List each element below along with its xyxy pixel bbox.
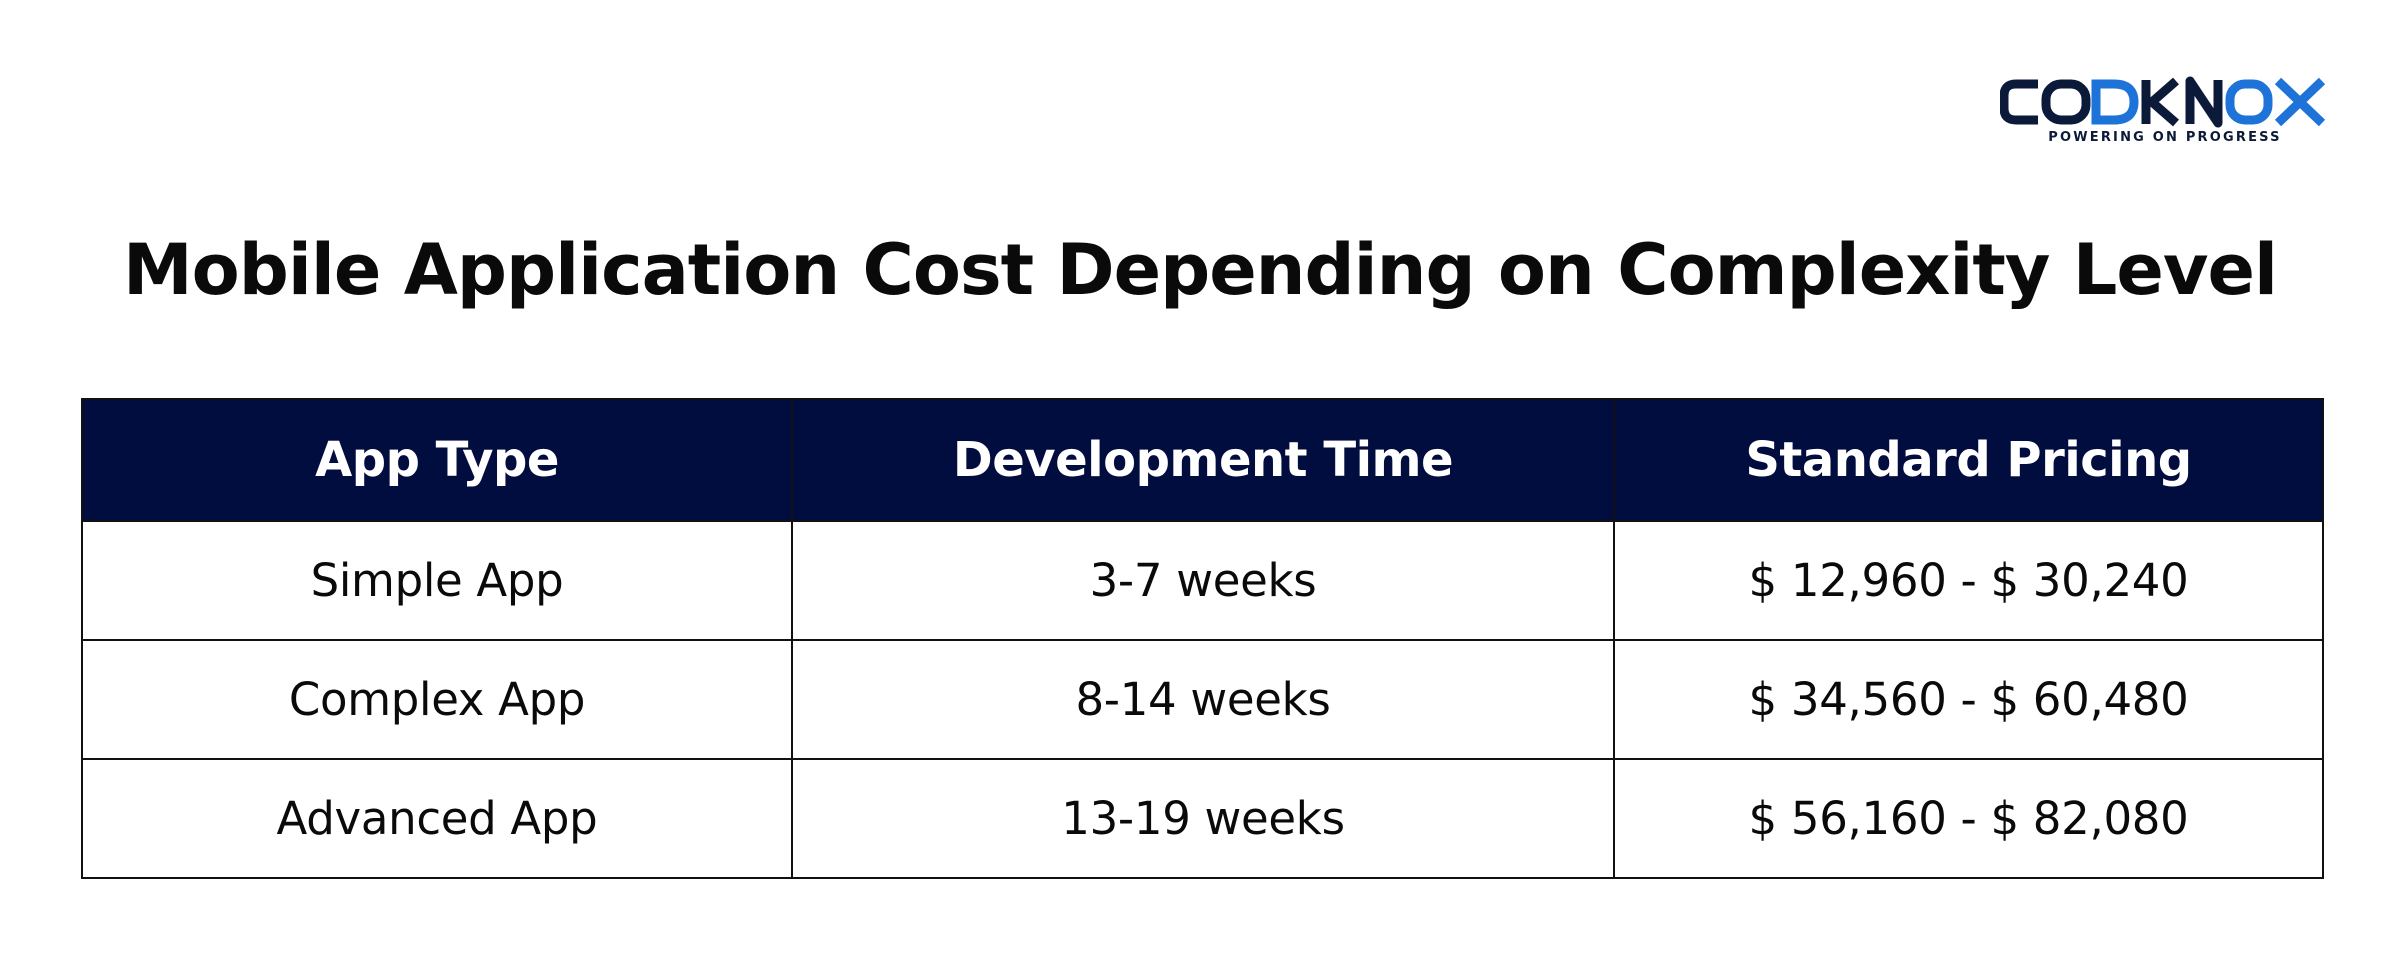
pricing-cell: $ 56,160 - $ 82,080 — [1613, 758, 2324, 879]
development-time-cell: 8-14 weeks — [791, 639, 1615, 760]
table-body: Simple App 3-7 weeks $ 12,960 - $ 30,240… — [81, 520, 2324, 879]
table-header: App Type Development Time Standard Prici… — [81, 398, 2324, 522]
pricing-cell: $ 12,960 - $ 30,240 — [1613, 520, 2324, 641]
development-time-cell: 13-19 weeks — [791, 758, 1615, 879]
table-row: Advanced App 13-19 weeks $ 56,160 - $ 82… — [81, 758, 2324, 879]
app-type-cell: Simple App — [81, 520, 793, 641]
table-row: Complex App 8-14 weeks $ 34,560 - $ 60,4… — [81, 639, 2324, 760]
column-header-app-type: App Type — [81, 398, 793, 522]
page-title: Mobile Application Cost Depending on Com… — [123, 229, 2278, 311]
pricing-cell: $ 34,560 - $ 60,480 — [1613, 639, 2324, 760]
brand-logo: POWERING ON PROGRESS — [2000, 76, 2330, 150]
app-type-cell: Complex App — [81, 639, 793, 760]
column-header-standard-pricing: Standard Pricing — [1613, 398, 2324, 522]
logo-tagline: POWERING ON PROGRESS — [2048, 130, 2282, 145]
development-time-cell: 3-7 weeks — [791, 520, 1615, 641]
app-type-cell: Advanced App — [81, 758, 793, 879]
table-row: Simple App 3-7 weeks $ 12,960 - $ 30,240 — [81, 520, 2324, 641]
cost-table: App Type Development Time Standard Prici… — [81, 398, 2324, 879]
column-header-development-time: Development Time — [791, 398, 1615, 522]
codknox-logo-icon — [2000, 76, 2326, 128]
table-header-row: App Type Development Time Standard Prici… — [81, 398, 2324, 522]
